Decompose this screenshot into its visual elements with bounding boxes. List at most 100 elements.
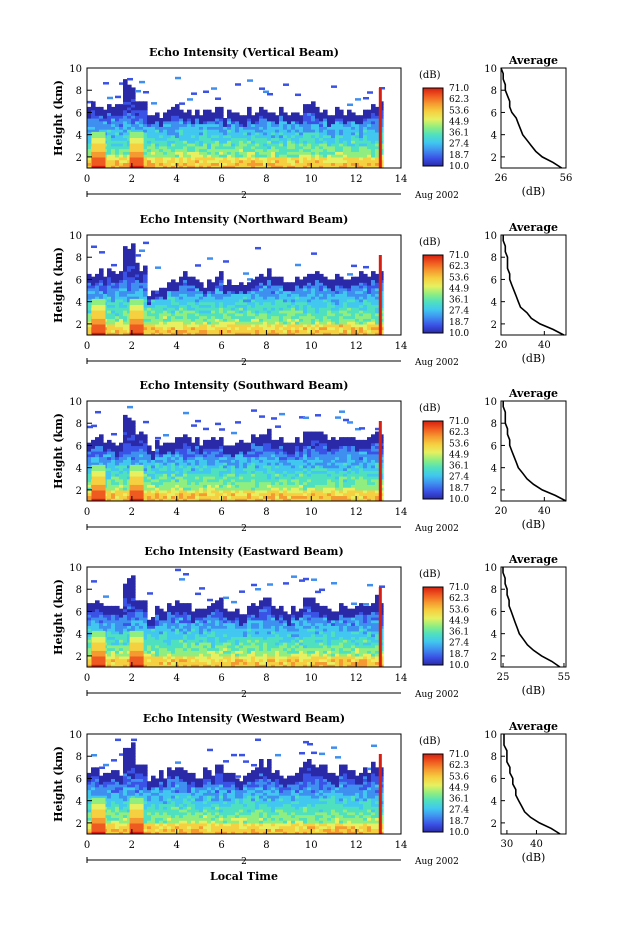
- heatmap-cell: [263, 434, 268, 437]
- heatmap-cell: [315, 414, 321, 417]
- heatmap-cell: [259, 434, 264, 437]
- heatmap-cell: [135, 101, 140, 104]
- heatmap-cell: [259, 87, 265, 90]
- heatmap-cell: [151, 291, 156, 294]
- y-tick-label: 10: [69, 64, 82, 75]
- heatmap-cell: [355, 440, 360, 443]
- heatmap-cell: [179, 102, 185, 105]
- heatmap-cell: [311, 274, 316, 277]
- heatmap-cell: [331, 85, 337, 88]
- colorbar-tick-label: 27.4: [449, 140, 469, 150]
- heatmap-cell: [295, 94, 301, 97]
- heatmap-cell: [195, 264, 201, 267]
- heatmap-cell: [127, 249, 132, 252]
- heatmap-cell: [335, 274, 340, 277]
- heatmap-cell: [119, 104, 124, 107]
- heatmap-cell: [127, 418, 132, 421]
- heatmap-cell: [191, 424, 197, 427]
- heatmap-cell: [183, 412, 189, 415]
- heatmap-cell: [323, 277, 328, 280]
- heatmap-cell: [231, 432, 237, 435]
- heatmap-cell: [319, 112, 324, 115]
- heatmap-cell: [111, 271, 116, 274]
- heatmap-cell: [359, 427, 365, 430]
- heatmap-cell: [271, 417, 277, 420]
- heatmap-cell: [267, 93, 273, 96]
- heatmap-cell: [287, 115, 292, 118]
- heatmap-cell: [199, 445, 204, 448]
- heatmap-cell: [279, 437, 284, 440]
- heatmap-cell: [363, 97, 369, 100]
- heatmap-cell: [95, 107, 100, 110]
- x-tick-label: 0: [84, 341, 90, 352]
- heatmap-cell: [303, 432, 308, 435]
- heatmap-cell: [263, 277, 268, 280]
- heatmap-cell: [139, 271, 144, 274]
- heatmap-cell: [191, 115, 196, 118]
- y-tick-label: 4: [76, 131, 82, 142]
- heatmap-cell: [323, 110, 328, 113]
- heatmap-cell: [295, 264, 301, 267]
- avg-y-tick-label: 2: [491, 320, 497, 331]
- heatmap-cell: [283, 282, 288, 285]
- heatmap-cell: [187, 437, 192, 440]
- heatmap-cell: [311, 252, 317, 255]
- colorbar-tick-label: 71.0: [449, 84, 469, 94]
- day-marker: 2: [241, 358, 247, 368]
- heatmap-cell: [243, 272, 249, 275]
- heatmap-cell: [123, 415, 128, 418]
- heatmap-cell: [315, 271, 320, 274]
- heatmap-cell: [299, 443, 304, 446]
- heatmap-cell: [347, 421, 353, 424]
- heatmap-cell: [251, 409, 257, 412]
- colorbar-tick-label: 71.0: [449, 251, 469, 261]
- heatmap-cell: [215, 97, 221, 100]
- y-tick-label: 8: [76, 253, 82, 264]
- heatmap-cell: [243, 115, 248, 118]
- heatmap-cell: [259, 415, 265, 418]
- heatmap-cell: [155, 440, 160, 443]
- heatmap-cell: [363, 110, 368, 113]
- heatmap-cell: [291, 112, 296, 115]
- heatmap-cell: [295, 112, 300, 115]
- heatmap-cell: [143, 434, 148, 437]
- heatmap-cell: [231, 285, 236, 288]
- end-stripe: [379, 255, 382, 335]
- heatmap-cell: [367, 110, 372, 113]
- heatmap-cell: [219, 428, 225, 431]
- heatmap-cell: [283, 443, 288, 446]
- heatmap-cell: [151, 102, 157, 105]
- x-tick-label: 12: [350, 174, 363, 185]
- y-axis-label: Height (km): [52, 247, 65, 323]
- heatmap-cell: [163, 434, 169, 437]
- heatmap-cell: [151, 451, 156, 454]
- heatmap-cell: [227, 110, 232, 113]
- y-tick-label: 2: [76, 153, 82, 164]
- heatmap-cell: [187, 277, 192, 280]
- heatmap-cell: [295, 437, 300, 440]
- x-tick-label: 6: [218, 174, 224, 185]
- heatmap-cell: [347, 437, 352, 440]
- heatmap-cell: [199, 115, 204, 118]
- heatmap-cell: [239, 115, 244, 118]
- colorbar: [423, 88, 443, 166]
- heatmap-cell: [107, 97, 113, 100]
- date-label: Aug 2002: [414, 358, 459, 368]
- avg-y-tick-label: 6: [491, 108, 497, 119]
- colorbar-tick-label: 62.3: [449, 262, 469, 272]
- heatmap-cell: [295, 277, 300, 280]
- heatmap-cell: [215, 277, 220, 280]
- heatmap-cell: [187, 110, 192, 113]
- heatmap-cell: [227, 445, 232, 448]
- heatmap-cell: [103, 277, 108, 280]
- x-tick-label: 2: [129, 341, 135, 352]
- heatmap-cell: [367, 91, 373, 94]
- heatmap-cell: [351, 265, 357, 268]
- heatmap-cell: [107, 440, 112, 443]
- heatmap-cell: [343, 115, 348, 118]
- avg-y-tick-label: 4: [491, 131, 497, 142]
- heatmap-cell: [283, 112, 288, 115]
- colorbar-tick-label: 53.6: [449, 106, 469, 116]
- heatmap-cell: [327, 115, 332, 118]
